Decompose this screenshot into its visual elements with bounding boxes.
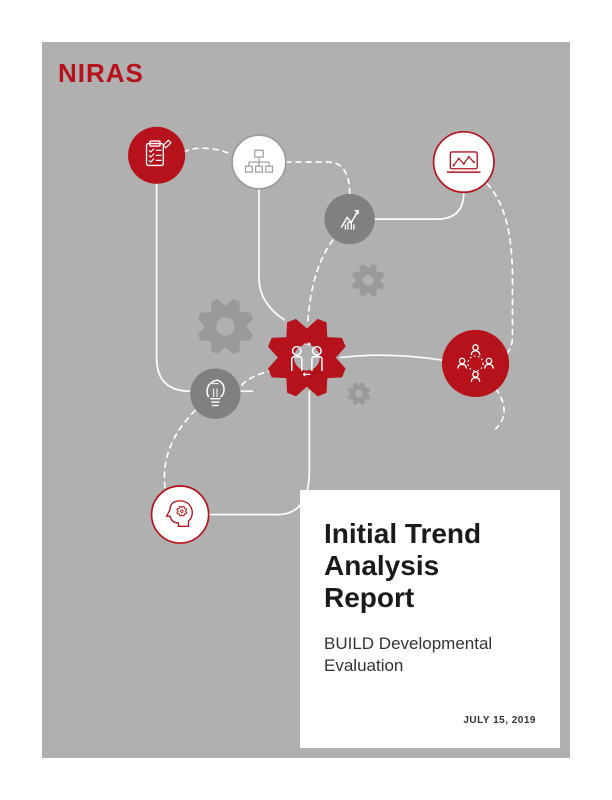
report-date: JULY 15, 2019	[463, 715, 536, 726]
report-subtitle: BUILD Developmental Evaluation	[324, 633, 536, 677]
niras-logo: NIRAS	[58, 58, 144, 89]
report-title: Initial Trend Analysis Report	[324, 518, 536, 615]
title-box: Initial Trend Analysis Report BUILD Deve…	[300, 490, 560, 748]
logo-text: NIRAS	[58, 58, 144, 88]
